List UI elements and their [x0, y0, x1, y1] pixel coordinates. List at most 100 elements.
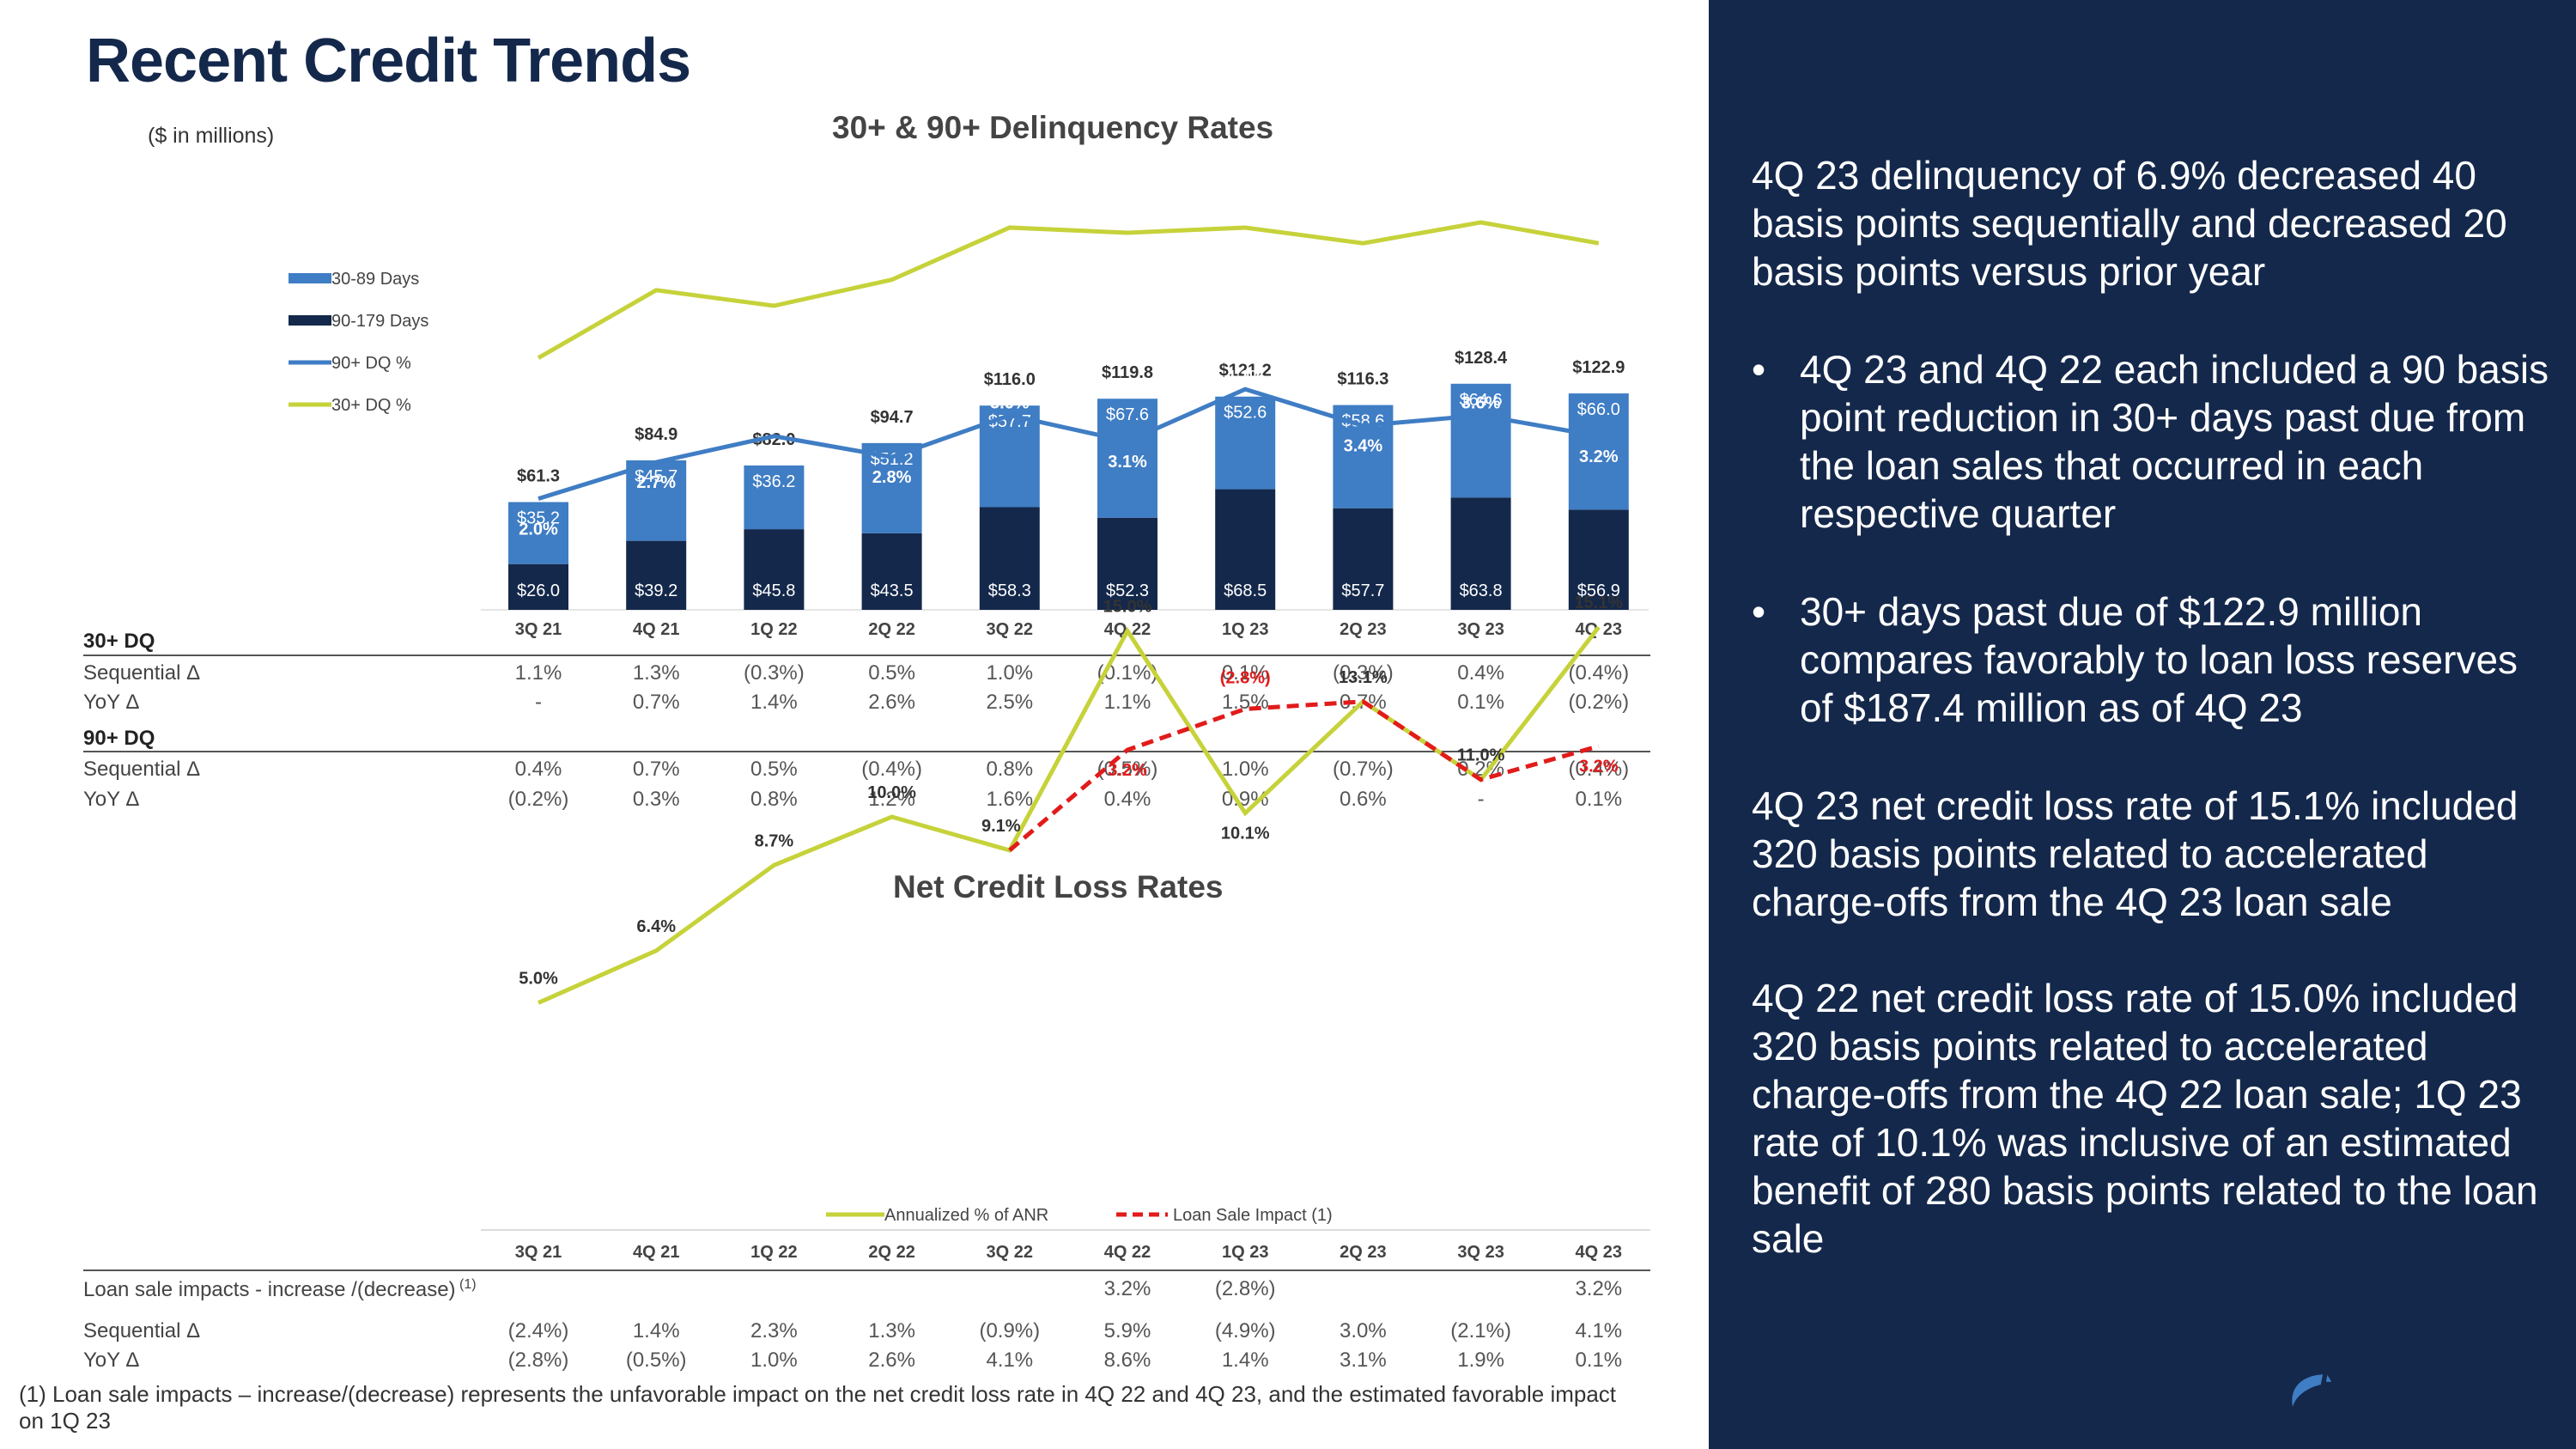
- line-loan-sale-impact: [1008, 699, 1600, 852]
- ncl-point-label: 8.7%: [755, 831, 794, 850]
- ncl-yoy-cell: 8.6%: [1103, 1349, 1151, 1372]
- page-number: 9: [2524, 1377, 2543, 1413]
- bar-30-89-days: [1568, 393, 1629, 510]
- legend-label: Annualized % of ANR: [884, 1206, 1048, 1225]
- dq30-yoy-label: YoY Δ: [83, 691, 140, 714]
- ncl-seq-cell: (2.1%): [1450, 1319, 1511, 1342]
- ncl-point-label: 13.1%: [1339, 668, 1388, 687]
- bar-30-89-days: [1097, 399, 1157, 518]
- dq30-seq-cell: 1.1%: [514, 661, 562, 685]
- ncl-seq-cell: 3.0%: [1340, 1319, 1387, 1342]
- dq30-yoy-cell: 0.1%: [1457, 691, 1504, 714]
- bar-label-90-179: $26.0: [517, 581, 560, 600]
- dq90-seq-cell: 0.8%: [986, 758, 1034, 781]
- bar-90-179-days: [861, 533, 922, 610]
- commentary-4q22-ncl: 4Q 22 net credit loss rate of 15.0% incl…: [1752, 976, 2538, 1261]
- dq90-pct-label: 2.0%: [519, 521, 558, 539]
- dq90-seq-cell: (0.5%): [1097, 758, 1158, 781]
- bar-total-label: $116.0: [984, 370, 1036, 389]
- bar-label-90-179: $57.7: [1341, 581, 1384, 600]
- commentary-bullet-reserves: 30+ days past due of $122.9 million comp…: [1800, 589, 2518, 730]
- ncl-seq-cell: 5.9%: [1103, 1319, 1151, 1342]
- dq-chart: $26.0 $35.2 $61.3 3Q 21 $39.2 $45.7 $84.9 4Q 21…: [289, 220, 1649, 639]
- units-note: ($ in millions): [148, 124, 275, 148]
- ncl-point-label: 15.1%: [1574, 594, 1623, 612]
- ncl-point-label: 9.1%: [981, 817, 1021, 836]
- dq30-seq-cell: (0.4%): [1568, 661, 1630, 685]
- ncl-yoy-cell: (2.8%): [507, 1349, 569, 1372]
- dq90-pct-label: 3.2%: [1579, 447, 1619, 466]
- ncl-yoy-cell: 1.4%: [1221, 1349, 1269, 1372]
- loan-sale-impact-label: 3.2%: [1108, 761, 1147, 780]
- ncl-yoy-cell: 1.0%: [750, 1349, 798, 1372]
- bar-30-89-days: [744, 465, 805, 530]
- x-tick-label: 1Q 23: [1222, 1243, 1268, 1262]
- dq30-seq-cell: (0.3%): [1333, 661, 1394, 685]
- x-tick-label: 4Q 21: [633, 620, 679, 639]
- ncl-seq-cell: 1.3%: [868, 1319, 915, 1342]
- legend-label: 30+ DQ %: [331, 396, 411, 415]
- ncl-point-label: 6.4%: [636, 917, 676, 936]
- x-tick-label: 3Q 21: [515, 620, 562, 639]
- bar-90-179-days: [626, 540, 687, 610]
- ncl-yoy-cell: 4.1%: [986, 1349, 1034, 1372]
- bar-label-90-179: $45.8: [752, 581, 795, 600]
- dq30-pct-label: 7.3%: [1461, 232, 1501, 251]
- dq30-yoy-cell: 1.1%: [1103, 691, 1151, 714]
- bar-total-label: $61.3: [517, 467, 560, 486]
- dq30-header: 30+ DQ: [83, 630, 155, 653]
- bar-90-179-days: [1215, 489, 1276, 610]
- dq30-seq-label: Sequential Δ: [83, 661, 201, 685]
- bar-label-30-89: $64.6: [1460, 391, 1503, 410]
- bar-total-label: $119.8: [1102, 363, 1153, 382]
- x-tick-label: 1Q 22: [750, 1243, 797, 1262]
- bar-label-90-179: $52.3: [1106, 581, 1149, 600]
- dq30-seq-cell: 0.4%: [1457, 661, 1504, 685]
- dq30-pct-label: 7.2%: [990, 237, 1030, 256]
- dq90-yoy-cell: 0.1%: [1575, 788, 1623, 811]
- dq30-yoy-cell: (0.2%): [1568, 691, 1630, 714]
- bar-label-30-89: $45.7: [635, 467, 677, 486]
- bar-30-89-days: [626, 460, 687, 541]
- bar-total-label: $128.4: [1455, 349, 1508, 368]
- legend-swatch: [289, 315, 331, 326]
- x-tick-label: 4Q 22: [1104, 1243, 1151, 1262]
- dq90-pct-label: 3.4%: [1344, 437, 1383, 456]
- bar-label-30-89: $36.2: [752, 472, 795, 491]
- logo-subtitle: MANAGEMENT: [2327, 1398, 2486, 1424]
- bar-label-30-89: $66.0: [1577, 400, 1620, 419]
- bar-label-30-89: $52.6: [1224, 404, 1267, 423]
- dq90-yoy-cell: (0.2%): [507, 788, 569, 811]
- bar-label-90-179: $56.9: [1577, 581, 1620, 600]
- ncl-point-label: 10.1%: [1221, 825, 1270, 843]
- loan-sale-cell: (2.8%): [1214, 1277, 1276, 1300]
- ncl-yoy-cell: (0.5%): [625, 1349, 687, 1372]
- dq-chart-title: 30+ & 90+ Delinquency Rates: [832, 110, 1274, 145]
- ncl-yoy-cell: 3.1%: [1340, 1349, 1387, 1372]
- bar-label-30-89: $35.2: [517, 509, 560, 528]
- footnote: (1) Loan sale impacts – increase/(decrea…: [19, 1381, 1617, 1434]
- dq30-pct-label: 6.2%: [872, 289, 912, 308]
- bullet-icon: •: [1752, 589, 1766, 634]
- legend-label: 90+ DQ %: [331, 354, 411, 373]
- x-tick-label: 2Q 22: [868, 620, 914, 639]
- bar-label-90-179: $39.2: [635, 581, 677, 600]
- dq90-yoy-cell: 0.4%: [1103, 788, 1151, 811]
- ncl-yoy-cell: 2.6%: [868, 1349, 915, 1372]
- loan-sale-impact-label: (2.8%): [1220, 668, 1271, 687]
- ncl-seq-label: Sequential Δ: [83, 1319, 201, 1342]
- dq30-seq-cell: 0.1%: [1221, 661, 1269, 685]
- dq90-seq-cell: (0.7%): [1333, 758, 1394, 781]
- dq90-yoy-cell: 1.6%: [986, 788, 1034, 811]
- bar-total-label: $94.7: [871, 408, 914, 427]
- dq90-pct-label: 3.6%: [990, 393, 1030, 412]
- ncl-point-label: 5.0%: [519, 970, 558, 989]
- x-tick-label: 4Q 21: [633, 1243, 679, 1262]
- dq30-yoy-cell: 1.4%: [750, 691, 798, 714]
- ncl-yoy-label: YoY Δ: [83, 1349, 140, 1372]
- bar-90-179-days: [1097, 517, 1157, 610]
- dq30-pct-label: 5.7%: [755, 315, 794, 334]
- bar-total-label: $82.0: [752, 430, 795, 449]
- line-90-dq-pct: [538, 387, 1600, 501]
- x-tick-label: 3Q 22: [987, 620, 1033, 639]
